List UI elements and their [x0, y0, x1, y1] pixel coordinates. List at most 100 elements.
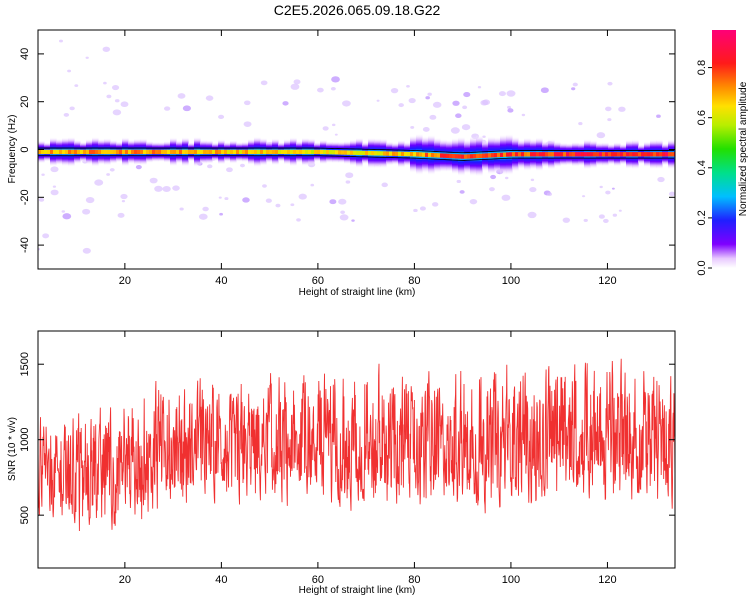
heatmap-ridge-cell [164, 149, 168, 155]
heatmap-speckle [546, 192, 553, 197]
heatmap-y-tick-label: 40 [19, 48, 31, 60]
heatmap-speckle [381, 182, 388, 188]
heatmap-ridge-cell [329, 150, 333, 155]
heatmap-speckle [657, 176, 665, 183]
heatmap-speckle [607, 81, 613, 86]
heatmap-speckle [490, 174, 497, 180]
heatmap-ridge-cell [431, 152, 435, 158]
heatmap-ridge-cell [440, 153, 444, 158]
heatmap-speckle [293, 79, 301, 85]
heatmap-ridge-cell [347, 150, 351, 155]
heatmap-speckle [82, 247, 91, 254]
heatmap-speckle [413, 208, 418, 213]
heatmap-ridge-cell [620, 152, 624, 157]
heatmap-ridge-cell [482, 153, 486, 158]
heatmap-ridge-cell [68, 149, 72, 155]
heatmap-speckle [172, 185, 180, 191]
heatmap-speckle [339, 214, 349, 221]
heatmap-ridge-cell [407, 151, 411, 157]
heatmap-ridge-cell [122, 149, 126, 155]
heatmap-speckle [459, 190, 465, 194]
heatmap-speckle [540, 87, 549, 94]
heatmap-speckle [262, 184, 267, 188]
heatmap-ridge-cell [617, 152, 621, 157]
heatmap-speckle [410, 126, 415, 129]
heatmap-speckle [310, 183, 315, 187]
heatmap-ridge-cell [500, 152, 504, 157]
heatmap-ridge-cell [668, 152, 672, 157]
heatmap-ridge-cell [509, 152, 513, 157]
heatmap-ridge-cell [281, 149, 285, 155]
heatmap-ridge-cell [665, 152, 669, 157]
heatmap-ridge-cell [170, 149, 174, 155]
heatmap-ridge-cell [635, 152, 639, 157]
heatmap-speckle [322, 126, 329, 131]
heatmap-speckle [85, 56, 89, 59]
heatmap-speckle [52, 185, 57, 188]
heatmap-ridge-cell [44, 149, 48, 155]
heatmap-ridge-cell [83, 149, 87, 155]
heatmap-speckle [345, 180, 351, 184]
heatmap-ridge-cell [113, 149, 117, 155]
heatmap-ridge-cell [212, 149, 216, 155]
heatmap-ridge-cell [596, 152, 600, 157]
heatmap-ridge-cell [536, 152, 540, 157]
heatmap-ridge-cell [653, 152, 657, 157]
heatmap-speckle [342, 100, 351, 107]
heatmap-speckle [489, 187, 495, 192]
heatmap-ridge-cell [341, 150, 345, 155]
heatmap-ridge-cell [299, 149, 303, 155]
heatmap-ridge-cell [512, 152, 516, 157]
heatmap-speckle [329, 199, 337, 205]
heatmap-ridge-cell [461, 154, 465, 159]
heatmap-ridge-cell [77, 149, 81, 155]
colorbar-ticks: 0.0 0.2 0.4 0.6 0.8 [696, 60, 712, 276]
heatmap-x-tick-label: 100 [502, 275, 520, 287]
snr-x-tick-label: 60 [312, 574, 324, 586]
heatmap-ridge-cell [221, 149, 225, 155]
heatmap-speckle [239, 163, 245, 168]
heatmap-ridge-cell [464, 154, 468, 159]
heatmap-speckle [461, 124, 471, 131]
heatmap-ridge-cell [74, 149, 78, 155]
heatmap-ridge-cell [191, 149, 195, 155]
heatmap-speckle [103, 81, 107, 85]
heatmap-speckle [582, 195, 586, 198]
snr-y-tick-label: 1500 [19, 352, 31, 376]
heatmap-speckle [578, 122, 583, 126]
heatmap-ridge-cell [656, 152, 660, 157]
heatmap-speckle [656, 114, 661, 118]
heatmap-ridge-cell [563, 152, 567, 157]
heatmap-ridge-cell [200, 149, 204, 155]
heatmap-ridge-cell [374, 151, 378, 156]
heatmap-ridge-cell [209, 149, 213, 155]
heatmap-y-tick-label: 20 [19, 96, 31, 108]
heatmap-speckle [42, 233, 50, 239]
heatmap-ridge-cell [479, 153, 483, 159]
heatmap-ridge-cell [428, 152, 432, 158]
heatmap-speckle [296, 218, 301, 222]
heatmap-ridge-cell [95, 149, 99, 155]
heatmap-ridge-cell [275, 149, 279, 155]
snr-x-ticks: 20 40 60 80 100 120 [119, 331, 617, 586]
heatmap-ridge-cell [350, 150, 354, 155]
snr-y-tick-label: 500 [19, 506, 31, 524]
heatmap-ridge-cell [545, 152, 549, 157]
heatmap-ridge-cell [506, 152, 510, 157]
heatmap-speckle [605, 190, 611, 195]
heatmap-speckle [265, 198, 272, 203]
heatmap-ridge-cell [659, 152, 663, 157]
heatmap-speckle [455, 113, 462, 119]
heatmap-speckle [596, 132, 606, 139]
heatmap-speckle [530, 178, 535, 182]
heatmap-y-tick-label: 0 [19, 146, 31, 152]
heatmap-ridge-edge [38, 147, 674, 154]
heatmap-ridge-cell [662, 152, 666, 157]
heatmap-ridge-cell [179, 149, 183, 155]
heatmap-ridge-cell [293, 149, 297, 155]
heatmap-ridge-cell [317, 149, 321, 155]
snr-x-tick-label: 20 [119, 574, 131, 586]
heatmap-ridge-cell [443, 153, 447, 158]
heatmap-ridge-cell [557, 152, 561, 157]
heatmap-ridge-cell [395, 151, 399, 156]
